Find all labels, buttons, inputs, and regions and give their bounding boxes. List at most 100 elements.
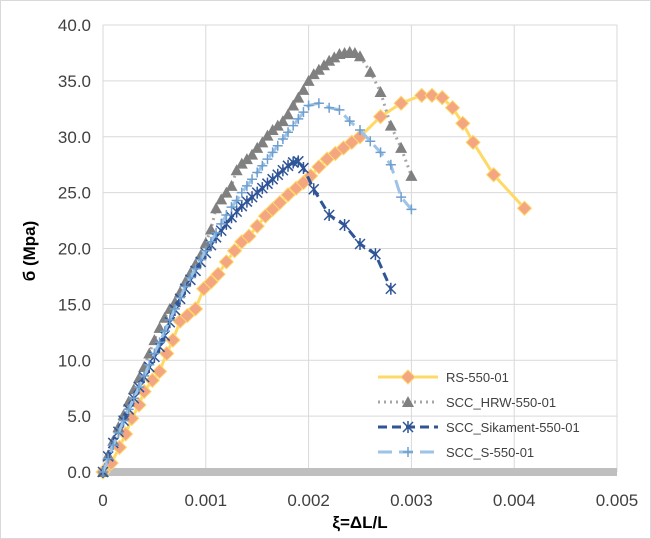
data-point <box>396 192 407 203</box>
data-point <box>210 202 223 214</box>
data-point <box>384 119 397 131</box>
data-point <box>455 115 471 132</box>
y-tick-label: 10.0 <box>58 351 91 370</box>
data-point <box>364 65 377 77</box>
data-point <box>444 99 461 116</box>
data-point <box>293 113 304 124</box>
data-point <box>261 129 274 141</box>
data-point <box>246 148 259 160</box>
data-point <box>149 348 160 359</box>
data-point <box>276 115 289 127</box>
data-point <box>385 159 396 170</box>
data-point <box>180 281 191 292</box>
gridlines <box>102 24 618 476</box>
data-point <box>211 227 222 238</box>
data-point <box>282 159 294 172</box>
data-point <box>153 321 166 333</box>
data-point <box>280 187 296 203</box>
data-point <box>334 104 345 115</box>
data-point <box>151 363 168 380</box>
x-tick-label: 0.005 <box>596 491 639 510</box>
data-point <box>128 393 139 404</box>
x-tick-label: 0.002 <box>287 491 330 510</box>
y-axis-ticks: 0.0 5.0 10.0 15.0 20.0 25.0 30.0 35.0 40.0 <box>58 16 91 482</box>
data-point <box>123 404 134 415</box>
data-point <box>355 125 365 136</box>
legend-item-scc-hrw-550-01: SCC_HRW-550-01 <box>378 395 556 410</box>
y-tick-label: 30.0 <box>58 128 91 147</box>
data-point <box>292 91 305 103</box>
data-point <box>236 187 247 198</box>
data-point <box>195 254 206 265</box>
data-point <box>385 282 397 295</box>
data-point <box>262 154 273 165</box>
data-point <box>344 116 355 127</box>
legend-item-scc-sikament-550-01: SCC_Sikament-550-01 <box>378 420 580 435</box>
data-point <box>251 141 264 153</box>
data-point <box>311 159 327 175</box>
data-point <box>200 245 211 256</box>
data-point <box>216 218 227 229</box>
data-point <box>256 136 269 148</box>
data-point <box>272 194 288 211</box>
x-tick-label: 0.003 <box>390 491 433 510</box>
data-point <box>241 228 257 244</box>
data-point <box>365 136 376 147</box>
data-point <box>288 120 299 131</box>
series-scc-s-550-01 <box>98 98 417 477</box>
data-point <box>252 167 263 178</box>
data-point <box>313 98 324 109</box>
data-point <box>103 453 114 464</box>
data-point <box>190 263 201 274</box>
series-line <box>101 159 393 473</box>
data-point <box>210 266 226 282</box>
data-point <box>424 87 440 104</box>
data-point <box>218 254 235 270</box>
data-point <box>169 303 180 314</box>
legend-item-scc-s-550-01: SCC_S-550-01 <box>378 445 534 460</box>
data-point <box>393 95 409 111</box>
data-point <box>205 236 216 247</box>
data-point <box>277 133 288 144</box>
data-point <box>369 248 381 261</box>
data-point <box>323 208 335 221</box>
legend-label: SCC_Sikament-550-01 <box>446 420 580 435</box>
data-point <box>516 200 533 216</box>
y-tick-label: 20.0 <box>58 240 91 259</box>
data-point <box>406 204 417 215</box>
data-point <box>113 427 124 438</box>
data-point <box>204 223 217 235</box>
data-point <box>241 180 252 191</box>
legend-marker <box>402 396 414 407</box>
data-point <box>413 87 430 104</box>
data-point <box>372 108 389 125</box>
data-point <box>226 202 237 213</box>
legend-label: SCC_HRW-550-01 <box>446 395 556 410</box>
x-tick-label: 0.004 <box>493 491 536 510</box>
data-point <box>98 467 108 477</box>
data-point <box>485 167 502 183</box>
y-tick-label: 0.0 <box>67 463 91 482</box>
data-point <box>199 236 212 248</box>
data-point <box>133 382 144 393</box>
data-point <box>292 155 304 168</box>
series-rs-550-01 <box>95 87 533 480</box>
legend-marker <box>403 447 413 457</box>
x-axis-title: ξ=ΔL/L <box>332 513 387 532</box>
data-point <box>287 99 300 111</box>
data-point <box>203 274 219 290</box>
data-point <box>139 370 150 381</box>
legend-item-rs-550-01: RS-550-01 <box>378 369 509 385</box>
legend: RS-550-01 SCC_HRW-550-01 SCC_Sikament-550-… <box>378 369 580 460</box>
data-point <box>308 183 320 196</box>
data-point <box>220 186 233 198</box>
data-point <box>298 107 309 118</box>
data-point <box>272 140 283 151</box>
data-point <box>179 307 196 324</box>
data-point <box>226 243 243 259</box>
data-point <box>282 108 295 120</box>
data-point <box>230 164 243 176</box>
data-point <box>215 193 228 205</box>
data-point <box>303 100 314 111</box>
